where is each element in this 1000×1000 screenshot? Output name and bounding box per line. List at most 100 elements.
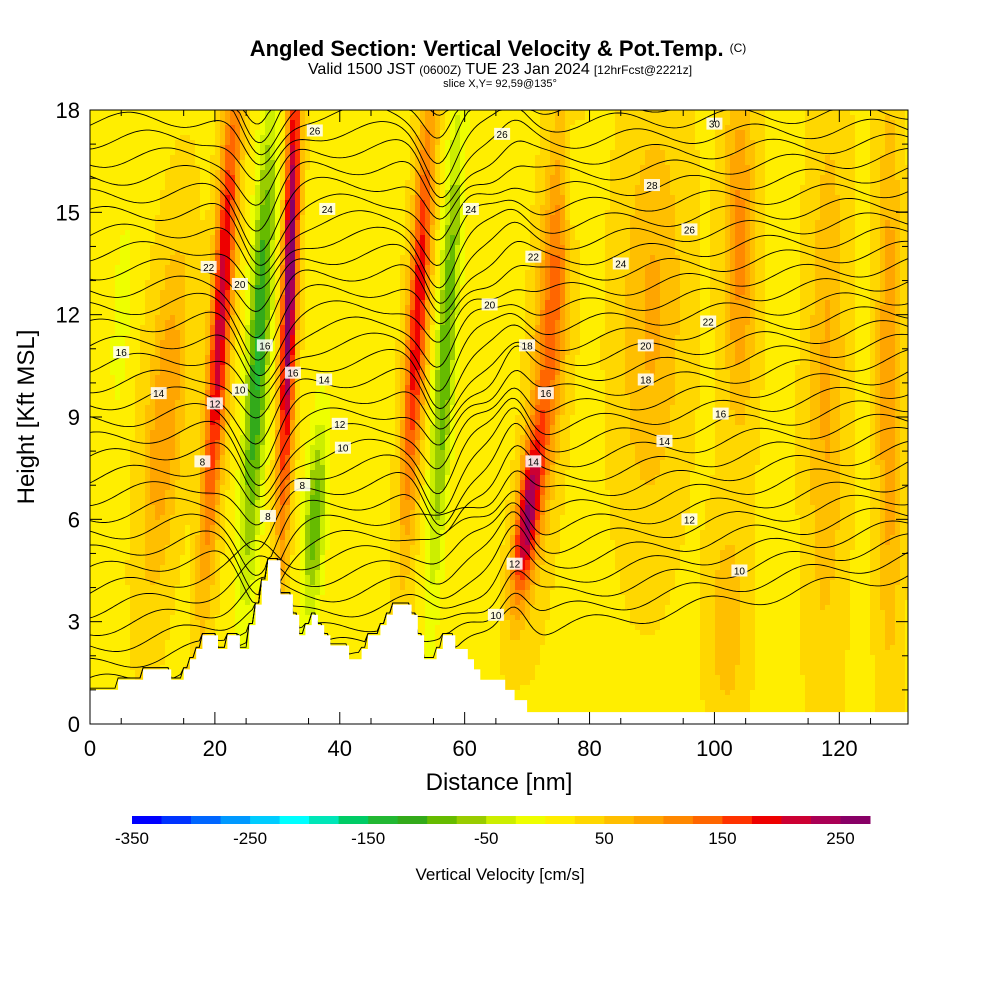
velocity-cell [765,150,770,155]
velocity-cell [185,220,190,225]
velocity-cell [270,215,275,220]
velocity-cell [590,170,595,175]
velocity-cell [795,205,800,210]
velocity-cell [205,140,210,145]
velocity-cell [660,210,665,215]
velocity-cell [880,140,885,145]
velocity-cell [300,235,305,240]
velocity-cell [345,205,350,210]
velocity-cell [845,165,850,170]
velocity-cell [130,205,135,210]
velocity-cell [490,210,495,215]
velocity-cell [750,245,755,250]
velocity-cell [820,195,825,200]
velocity-cell [535,140,540,145]
velocity-cell [820,130,825,135]
velocity-cell [220,155,225,160]
velocity-cell [200,160,205,165]
velocity-cell [645,155,650,160]
velocity-cell [835,160,840,165]
velocity-cell [855,130,860,135]
velocity-cell [355,260,360,265]
velocity-cell [110,235,115,240]
velocity-cell [510,180,515,185]
velocity-cell [465,225,470,230]
velocity-cell [795,180,800,185]
velocity-cell [365,185,370,190]
velocity-cell [230,140,235,145]
velocity-cell [750,170,755,175]
velocity-cell [735,200,740,205]
velocity-cell [720,185,725,190]
velocity-cell [190,260,195,265]
velocity-cell [540,150,545,155]
velocity-cell [400,215,405,220]
velocity-cell [795,225,800,230]
velocity-cell [665,170,670,175]
velocity-cell [900,205,905,210]
velocity-cell [850,240,855,245]
velocity-cell [185,135,190,140]
velocity-cell [885,225,890,230]
velocity-cell [685,155,690,160]
velocity-cell [275,185,280,190]
velocity-cell [110,185,115,190]
velocity-cell [100,220,105,225]
velocity-cell [555,175,560,180]
velocity-cell [480,235,485,240]
velocity-cell [525,130,530,135]
velocity-cell [380,195,385,200]
velocity-cell [695,185,700,190]
velocity-cell [130,215,135,220]
velocity-cell [735,190,740,195]
velocity-cell [220,220,225,225]
velocity-cell [725,145,730,150]
velocity-cell [600,205,605,210]
velocity-cell [715,240,720,245]
velocity-cell [225,140,230,145]
velocity-cell [255,205,260,210]
velocity-cell [840,120,845,125]
velocity-cell [310,245,315,250]
velocity-cell [900,120,905,125]
velocity-cell [440,165,445,170]
velocity-cell [240,260,245,265]
velocity-cell [705,185,710,190]
velocity-cell [165,160,170,165]
velocity-cell [220,175,225,180]
velocity-cell [785,255,790,260]
velocity-cell [370,255,375,260]
velocity-cell [410,155,415,160]
velocity-cell [750,215,755,220]
velocity-cell [860,125,865,130]
velocity-cell [810,110,815,115]
velocity-cell [740,235,745,240]
velocity-cell [435,175,440,180]
velocity-cell [615,145,620,150]
velocity-cell [355,215,360,220]
velocity-cell [495,195,500,200]
velocity-cell [325,125,330,130]
velocity-cell [215,175,220,180]
velocity-cell [170,150,175,155]
velocity-cell [110,150,115,155]
velocity-cell [790,210,795,215]
velocity-cell [835,190,840,195]
velocity-cell [330,140,335,145]
velocity-cell [665,150,670,155]
velocity-cell [710,215,715,220]
velocity-cell [245,185,250,190]
velocity-cell [465,190,470,195]
velocity-cell [655,145,660,150]
velocity-cell [855,150,860,155]
velocity-cell [735,210,740,215]
velocity-cell [425,215,430,220]
velocity-cell [515,170,520,175]
velocity-cell [380,150,385,155]
velocity-cell [420,110,425,115]
velocity-cell [650,125,655,130]
velocity-cell [540,130,545,135]
velocity-cell [535,170,540,175]
velocity-cell [565,150,570,155]
velocity-cell [370,135,375,140]
